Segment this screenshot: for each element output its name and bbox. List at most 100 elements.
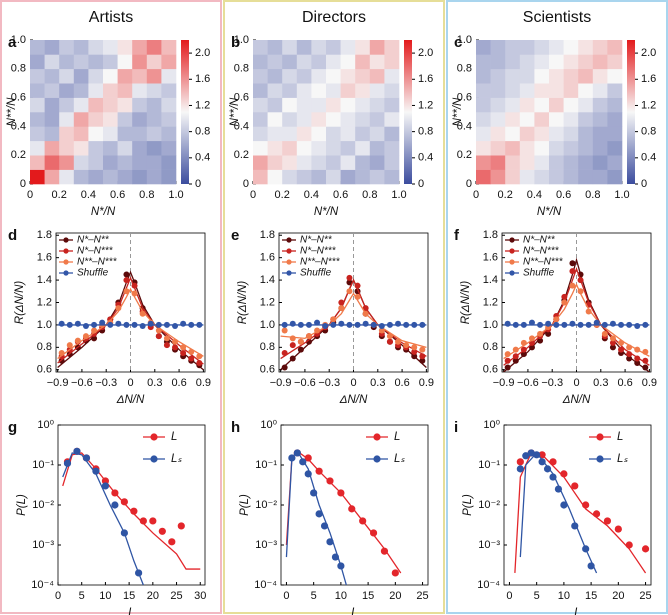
data-point	[346, 279, 353, 286]
heatmap-cell	[384, 40, 400, 55]
heatmap-cell	[132, 68, 148, 84]
heatmap-cell	[490, 169, 506, 185]
heatmap-cell	[592, 112, 608, 127]
data-point	[520, 346, 527, 353]
y-tick-label: 0.2	[11, 149, 26, 161]
heatmap-cell	[505, 140, 521, 156]
y-tick-label: 10⁰	[483, 419, 500, 431]
data-point	[626, 321, 633, 328]
heatmap-cell	[549, 112, 564, 127]
heatmap-cell	[369, 126, 385, 142]
heatmap-cell	[30, 68, 45, 84]
data-point	[74, 337, 81, 344]
data-point	[593, 319, 600, 326]
heatmap-cell	[384, 155, 400, 170]
heatmap-cell	[563, 83, 579, 98]
data-point	[386, 333, 393, 340]
heatmap-cell	[59, 54, 75, 70]
heatmap-cell	[355, 112, 371, 127]
x-tick-label: 0.6	[110, 189, 125, 201]
heatmap-cell	[607, 169, 623, 185]
data-point	[304, 454, 312, 462]
heatmap-cell	[88, 68, 104, 84]
colorbar-tick-label: 1.2	[641, 99, 656, 111]
legend-label: N**–N***	[77, 257, 118, 268]
data-point	[314, 327, 321, 334]
data-point	[386, 338, 393, 345]
heatmap-cell	[44, 155, 60, 170]
x-tick-label: −0.6	[517, 377, 539, 389]
heatmap-cell	[490, 126, 506, 142]
heatmap-cell	[30, 54, 45, 70]
colorbar-tick-label: 1.6	[641, 73, 656, 85]
heatmap-cell	[384, 97, 400, 113]
data-point	[601, 321, 608, 328]
fit-line	[62, 452, 144, 585]
heatmap-cell	[59, 83, 75, 98]
heatmap-cell	[534, 169, 550, 185]
x-tick-label: 0.6	[617, 377, 632, 389]
heatmap-cell	[59, 155, 75, 170]
heatmap-cell	[73, 97, 89, 113]
heatmap-cell	[282, 83, 298, 98]
data-point	[338, 299, 345, 306]
heatmap-cell	[563, 155, 579, 170]
heatmap-cell	[311, 97, 327, 113]
heatmap-cell	[117, 155, 133, 170]
data-point	[131, 321, 138, 328]
heatmap-cell	[490, 68, 506, 84]
legend-marker	[509, 259, 515, 265]
heatmap-cell	[476, 68, 491, 84]
y-axis-label: P(L)	[239, 494, 251, 516]
data-point	[609, 339, 616, 346]
y-tick-label: 10⁻¹	[32, 459, 54, 471]
heatmap-cell	[369, 112, 385, 127]
colorbar	[404, 40, 412, 184]
heatmap-cell	[103, 68, 118, 84]
heatmap-cell	[384, 54, 400, 70]
y-tick-label: 0	[20, 178, 26, 190]
panel-letter: h	[231, 419, 240, 436]
data-point	[177, 522, 185, 530]
heatmap-cell	[146, 97, 162, 113]
heatmap-cell	[563, 112, 579, 127]
heatmap-cell	[267, 97, 283, 113]
heatmap-cell	[519, 155, 535, 170]
data-point	[504, 320, 511, 327]
data-point	[331, 553, 340, 561]
data-point	[386, 321, 393, 328]
data-point	[634, 355, 641, 362]
heatmap-cell	[369, 140, 385, 156]
heatmap-cell	[326, 40, 341, 55]
heatmap-cell	[340, 54, 356, 70]
heatmap-cell	[592, 54, 608, 70]
column-frame	[446, 0, 668, 614]
data-point	[549, 458, 557, 466]
data-point	[395, 320, 402, 327]
data-point	[82, 333, 89, 340]
heatmap-cell	[326, 112, 341, 127]
data-point	[123, 271, 130, 278]
y-tick-label: 1.2	[37, 296, 52, 308]
y-tick-label: 0.4	[457, 120, 472, 132]
data-point	[139, 323, 146, 330]
heatmap-cell	[534, 83, 550, 98]
heatmap-cell	[117, 112, 133, 127]
legend-label: N*–N***	[300, 246, 337, 257]
heatmap-cell	[253, 155, 268, 170]
heatmap-cell	[607, 155, 623, 170]
legend-marker	[286, 237, 292, 243]
heatmap-cell	[578, 169, 594, 185]
panel-letter: a	[8, 34, 17, 51]
data-point	[172, 338, 179, 345]
panel-letter: i	[454, 419, 458, 436]
y-axis-label: R(ΔN/N)	[14, 281, 26, 325]
heatmap-cell	[103, 54, 118, 70]
data-point	[180, 344, 187, 351]
heatmap-cell	[578, 68, 594, 84]
heatmap-cell	[340, 126, 356, 142]
heatmap-cell	[384, 83, 400, 98]
heatmap-cell	[592, 68, 608, 84]
data-point	[354, 293, 361, 300]
fit-line	[285, 450, 402, 574]
